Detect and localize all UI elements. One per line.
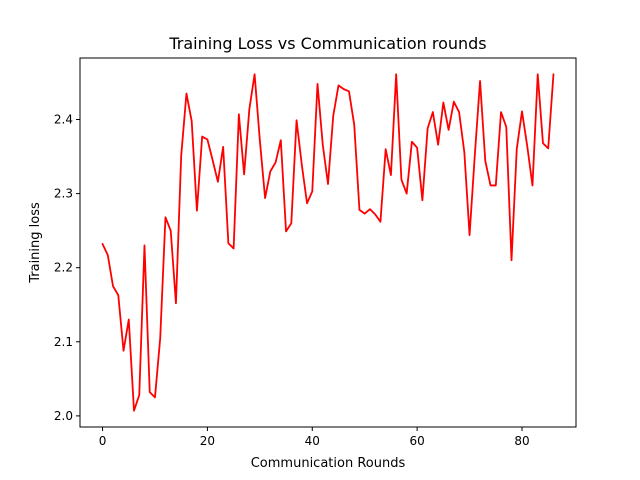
y-tick-label: 2.3 [54,187,73,201]
y-tick-label: 2.2 [54,261,73,275]
y-tick-label: 2.4 [54,113,73,127]
series-line-0 [101,73,555,412]
plot-frame [79,57,577,428]
plot-area [101,73,555,412]
x-tick-label: 60 [409,434,424,448]
x-tick-label: 20 [200,434,215,448]
y-axis-ticks: 2.0 2.1 2.2 2.3 2.4 [54,113,80,423]
x-tick-label: 0 [99,434,107,448]
y-tick-label: 2.1 [54,335,73,349]
x-axis-label: Communication Rounds [251,456,406,471]
x-tick-label: 40 [305,434,320,448]
y-axis-label: Training loss [28,202,43,284]
x-tick-label: 80 [514,434,529,448]
x-axis-ticks: 0 20 40 60 80 [99,427,530,448]
chart-title: Training Loss vs Communication rounds [168,34,486,53]
y-tick-label: 2.0 [54,409,73,423]
